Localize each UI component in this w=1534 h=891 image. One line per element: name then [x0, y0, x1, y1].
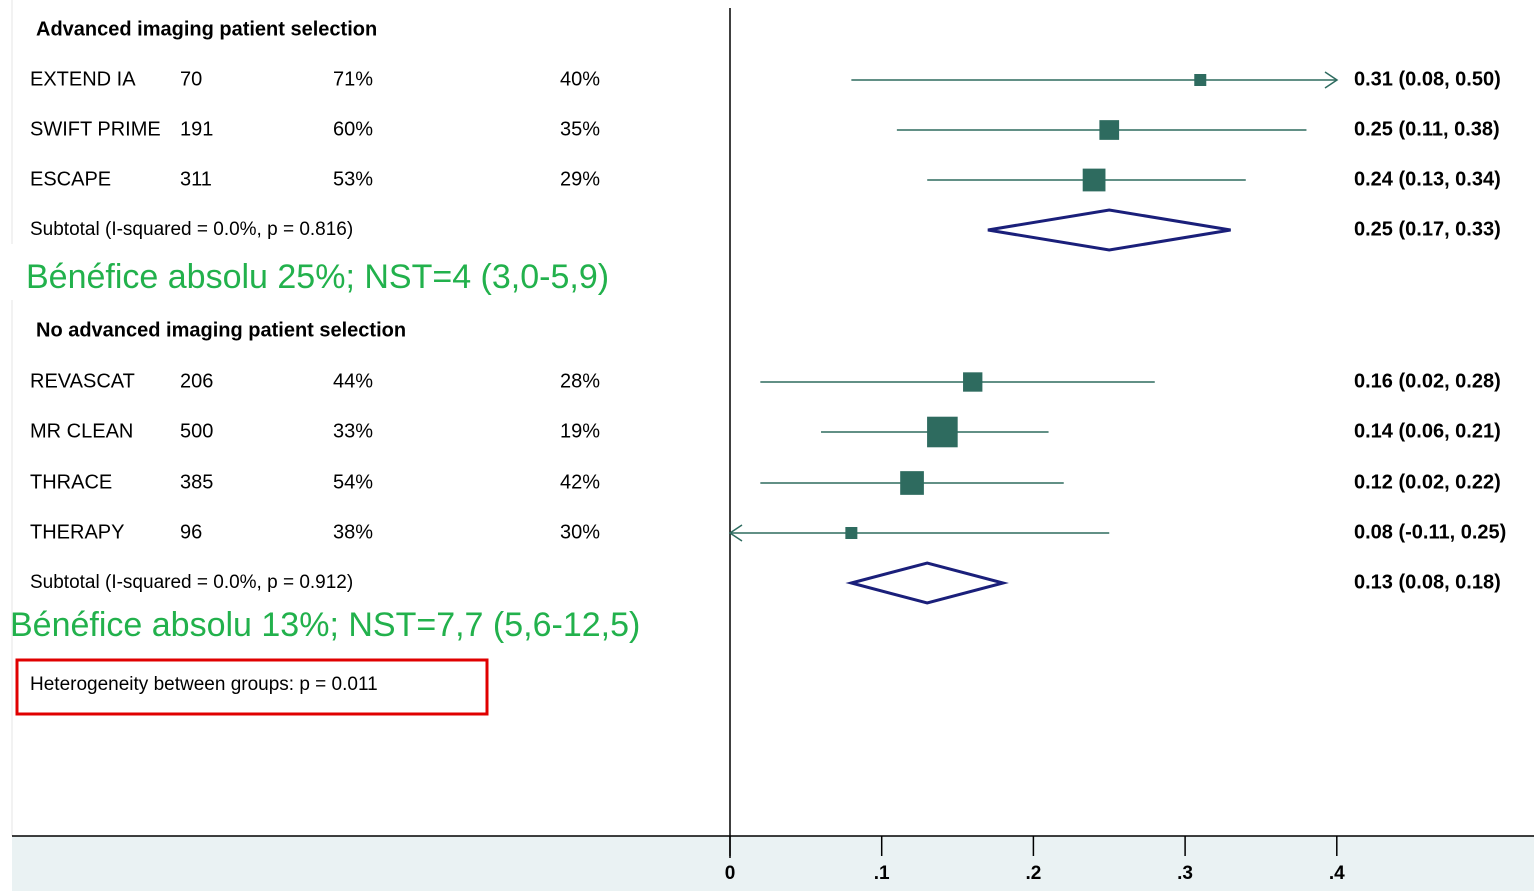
- point-estimate-1: [1099, 120, 1120, 140]
- study-name-5: THRACE: [30, 471, 112, 493]
- heterogeneity-highlight-box: [15, 658, 489, 716]
- subtotal-text-1: Subtotal (I-squared = 0.0%, p = 0.912): [30, 572, 353, 593]
- point-estimate-3: [963, 372, 983, 392]
- group-heading-1: No advanced imaging patient selection: [36, 319, 406, 341]
- study-n-5: 385: [180, 471, 213, 493]
- study-n-6: 96: [180, 521, 202, 543]
- study-name-6: THERAPY: [30, 521, 124, 543]
- study-name-2: ESCAPE: [30, 168, 111, 190]
- study-n-0: 70: [180, 68, 202, 90]
- subtotal-estimate-label-0: 0.25 (0.17, 0.33): [1354, 218, 1501, 240]
- x-tick-label-0: 0: [725, 863, 736, 884]
- study-n-2: 311: [180, 168, 212, 190]
- x-tick-label-3: .3: [1177, 863, 1193, 884]
- subtotal-diamond-1: [845, 561, 1009, 605]
- x-tick-label-4: .4: [1329, 863, 1345, 884]
- study-pct2-6: 30%: [560, 521, 600, 543]
- study-n-1: 191: [180, 118, 213, 140]
- study-pct1-1: 60%: [333, 118, 373, 140]
- x-tick-label-1: .1: [874, 863, 890, 884]
- point-estimate-4: [927, 416, 958, 448]
- study-pct1-2: 53%: [333, 168, 373, 190]
- ci-arrow-right-0: [1324, 71, 1339, 89]
- point-estimate-2: [1082, 168, 1106, 192]
- study-pct2-3: 28%: [560, 370, 600, 392]
- study-pct1-0: 71%: [333, 68, 373, 90]
- heterogeneity-text: Heterogeneity between groups: p = 0.011: [30, 674, 378, 695]
- ci-arrow-left-6: [728, 524, 743, 542]
- subtotal-diamond-0: [987, 208, 1231, 252]
- subtotal-estimate-label-1: 0.13 (0.08, 0.18): [1354, 571, 1501, 593]
- group-heading-0: Advanced imaging patient selection: [36, 18, 377, 40]
- study-estimate-label-3: 0.16 (0.02, 0.28): [1354, 370, 1501, 392]
- study-name-4: MR CLEAN: [30, 420, 133, 442]
- study-n-4: 500: [180, 420, 213, 442]
- study-estimate-label-2: 0.24 (0.13, 0.34): [1354, 168, 1501, 190]
- subtotal-text-0: Subtotal (I-squared = 0.0%, p = 0.816): [30, 219, 353, 240]
- axis-band: [12, 836, 1534, 891]
- study-estimate-label-0: 0.31 (0.08, 0.50): [1354, 68, 1501, 90]
- study-estimate-label-1: 0.25 (0.11, 0.38): [1354, 118, 1500, 140]
- study-n-3: 206: [180, 370, 213, 392]
- point-estimate-6: [845, 527, 858, 539]
- study-estimate-label-4: 0.14 (0.06, 0.21): [1354, 420, 1501, 442]
- study-name-0: EXTEND IA: [30, 68, 136, 90]
- study-name-1: SWIFT PRIME: [30, 118, 161, 140]
- study-pct2-1: 35%: [560, 118, 600, 140]
- study-name-3: REVASCAT: [30, 370, 135, 392]
- point-estimate-5: [900, 471, 924, 495]
- study-pct2-2: 29%: [560, 168, 600, 190]
- study-pct2-4: 19%: [560, 420, 600, 442]
- study-estimate-label-5: 0.12 (0.02, 0.22): [1354, 471, 1501, 493]
- study-pct1-3: 44%: [333, 370, 373, 392]
- study-estimate-label-6: 0.08 (-0.11, 0.25): [1354, 521, 1506, 543]
- x-tick-label-2: .2: [1025, 863, 1041, 884]
- study-pct1-6: 38%: [333, 521, 373, 543]
- point-estimate-0: [1194, 74, 1207, 86]
- absolute-benefit-annotation-0: Bénéfice absolu 25%; NST=4 (3,0-5,9): [26, 258, 609, 296]
- study-pct1-4: 33%: [333, 420, 373, 442]
- study-pct2-0: 40%: [560, 68, 600, 90]
- study-pct1-5: 54%: [333, 471, 373, 493]
- study-pct2-5: 42%: [560, 471, 600, 493]
- absolute-benefit-annotation-1: Bénéfice absolu 13%; NST=7,7 (5,6-12,5): [10, 606, 640, 644]
